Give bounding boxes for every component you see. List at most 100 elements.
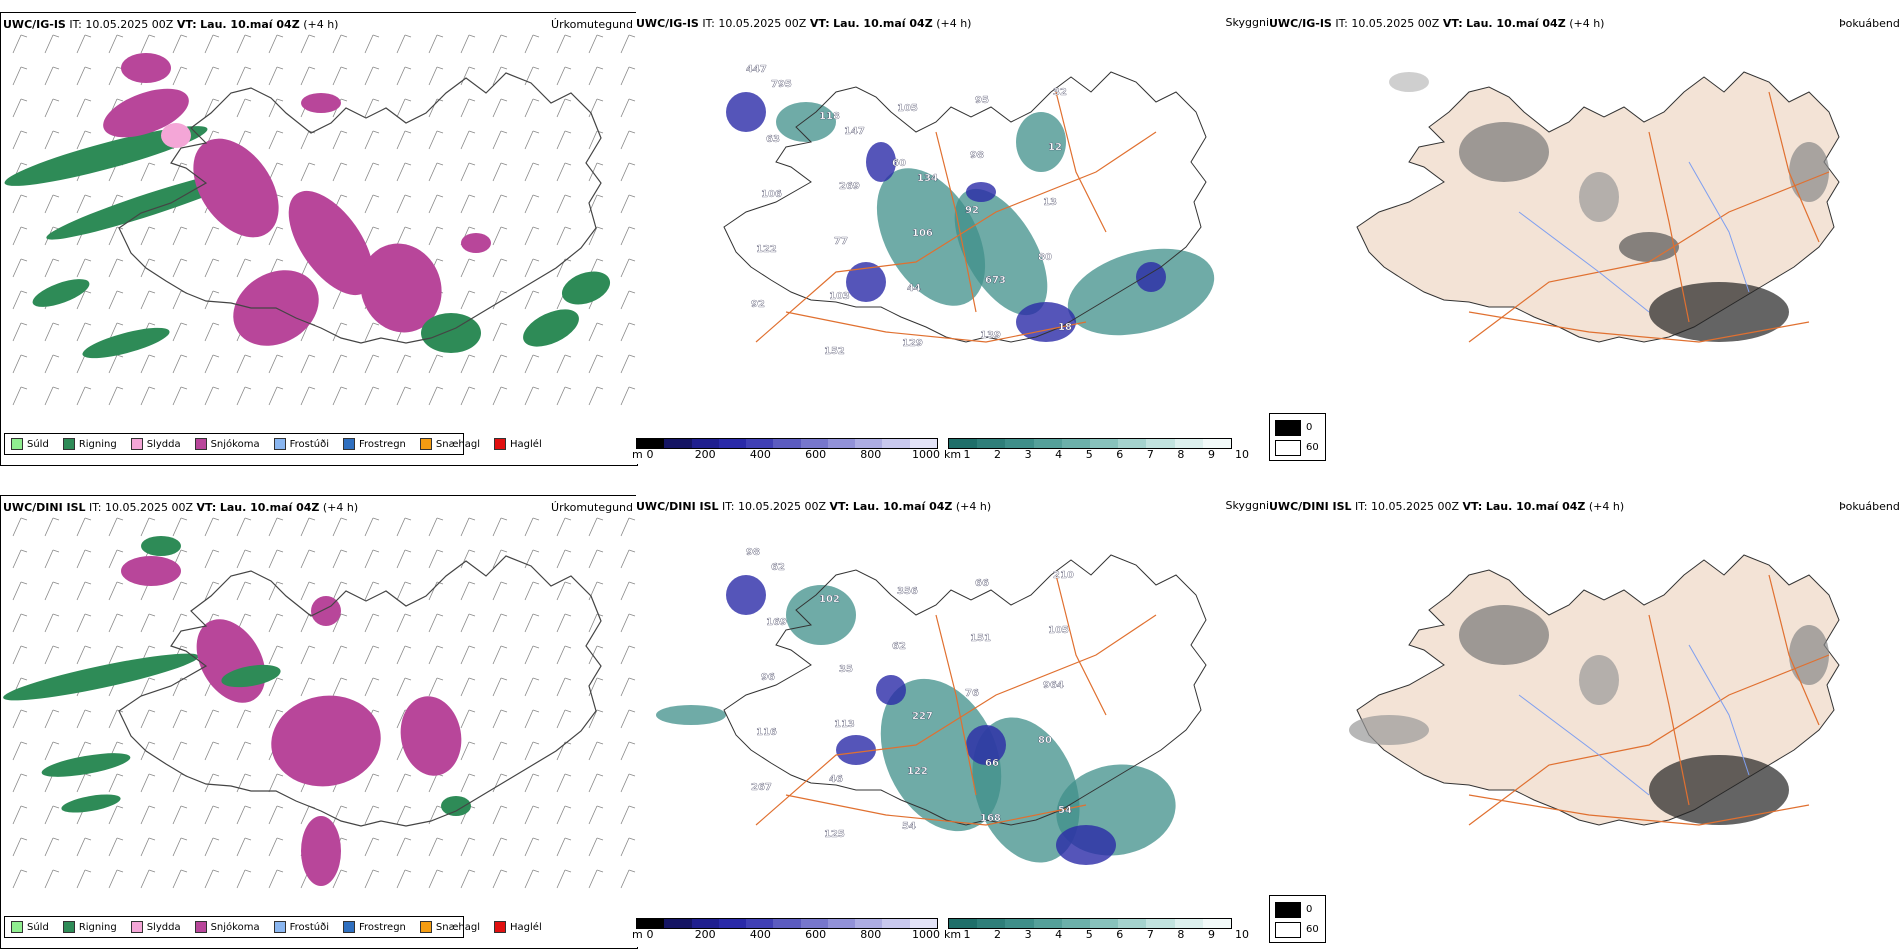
cloud-base-area [866,142,896,182]
legend-swatch [62,438,75,450]
legend-label: Haglél [510,921,542,933]
fog-map-bottom [1349,554,1840,826]
cloud-base-value: 169 [766,617,787,628]
colorbar-tick: 400 [749,928,771,941]
cloud-base-value: 103 [829,291,850,302]
cloud-base-value: 77 [834,236,848,247]
legend-item: Rigning [62,921,117,933]
cloud-base-value: 92 [965,205,979,216]
lead-time: (+4 h) [303,18,339,31]
colorbar-step [949,439,978,448]
precip-blob [82,327,170,359]
colorbar-step [718,439,747,448]
init-time: IT: 10.05.2025 00Z [69,18,174,31]
lead-time: (+4 h) [955,500,992,513]
colorbar-step [773,439,801,448]
fog-label: Þokuábendi [1839,17,1900,30]
precip-blob [161,123,191,148]
legend-swatch [194,921,207,933]
vt-label: VT: [1442,17,1463,30]
valid-time: Lau. 10.maí 04Z [1466,17,1566,30]
legend-label: Snæhagl [435,921,481,933]
colorbar-step [1061,439,1091,448]
cloud-base-area [1016,302,1076,342]
precip-legend-bottom: Súld Rigning Slydda Snjókoma Frostúði Frostre… [4,916,542,938]
precip-legend-top: Súld Rigning Slydda Snjókoma Frostúði Frostre… [4,433,542,455]
cloud-base-value: 134 [917,173,938,184]
cloud-base-value: 122 [756,244,777,255]
cloud-base-value: 125 [824,829,845,840]
model-name: UWC/DINI ISL [1269,500,1352,513]
precip-blob [3,653,199,701]
colorbar-tick: 10 [1235,448,1249,461]
precip-type-label: Úrkomutegund [551,18,633,31]
fog-area [1459,122,1549,182]
cloud-base-value: 60 [892,158,906,169]
colorbar-step [827,919,856,928]
init-time: IT: 10.05.2025 00Z [1355,500,1460,513]
precip-blob [121,556,181,586]
height-bar [636,438,938,449]
colorbar-step [1174,919,1203,928]
model-name: UWC/DINI ISL [636,500,719,513]
cloud-header-top: UWC/IG-IS IT: 10.05.2025 00Z VT: Lau. 10… [636,17,971,30]
legend-swatch [343,438,355,450]
init-time: IT: 10.05.2025 00Z [1335,17,1440,30]
cloud-base-value: 98 [746,547,760,558]
legend-item: Haglél [494,438,542,450]
colorbar-step [746,919,774,928]
cloud-bar [948,438,1232,449]
cloud-base-area [1056,825,1116,865]
legend-swatch [419,438,432,450]
colorbar-tick: 9 [1207,928,1215,941]
cloud-base-value: 168 [980,813,1001,824]
cloud-base-value: 46 [829,774,843,785]
colorbar-tick: 1 [963,448,971,461]
legend-item: Frostregn [343,438,406,450]
precip-blob [400,696,462,776]
colorbar-tick: 4 [1055,928,1063,941]
cloud-base-labels: 447 118 60 92 80 92 152 105 98 13 122 103 129 95 12 106… [746,64,1072,357]
colorbar-tick: 0 [646,448,654,461]
cloud-base-value: 964 [1043,680,1064,691]
cloud-base-value: 66 [985,758,999,769]
legend-label: Súld [27,438,49,450]
fog-light-swatch [1275,440,1301,456]
cloud-base-value: 66 [975,578,989,589]
cloud-base-value: 62 [892,641,906,652]
colorbar-step [882,439,910,448]
colorbar-tick: 7 [1146,448,1154,461]
cloud-base-area [726,575,766,615]
fog-area [1619,232,1679,262]
legend-swatch [11,438,23,450]
precip-blob [523,309,579,347]
colorbar-step [977,919,1006,928]
fog-panel-bottom: UWC/DINI ISL IT: 10.05.2025 00Z VT: Lau.… [1269,495,1900,947]
legend-label: Snjókoma [210,921,260,933]
precip-blob [421,313,481,353]
precip-blob [193,138,279,238]
cloud-areas [726,92,1215,342]
colorbar-tick: 1000 [912,448,940,461]
legend-item: Haglél [494,921,542,933]
cloud-label: Skyggni [1225,16,1269,29]
colorbar-step [1005,439,1034,448]
fog-area [1649,282,1789,342]
cloud-base-value: 129 [902,338,923,349]
colorbar-step [909,919,937,928]
colorbar-step [855,439,883,448]
vt-label: VT: [176,18,197,31]
cloud-bar [948,918,1232,929]
cloud-base-area [966,182,996,202]
cloud-base-value: 269 [839,181,860,192]
cloud-panel-bottom: UWC/DINI ISL IT: 10.05.2025 00Z VT: Lau.… [636,495,1269,947]
cloud-base-value: 106 [912,228,933,239]
cloud-base-value: 147 [844,126,865,137]
legend-label: Slydda [146,438,181,450]
fog-area [1349,715,1429,745]
init-time: IT: 10.05.2025 00Z [702,17,807,30]
colorbar-tick: 0 [646,928,654,941]
precip-blob [271,695,381,787]
cloud-base-value: 12 [1048,142,1062,153]
init-time: IT: 10.05.2025 00Z [722,500,827,513]
